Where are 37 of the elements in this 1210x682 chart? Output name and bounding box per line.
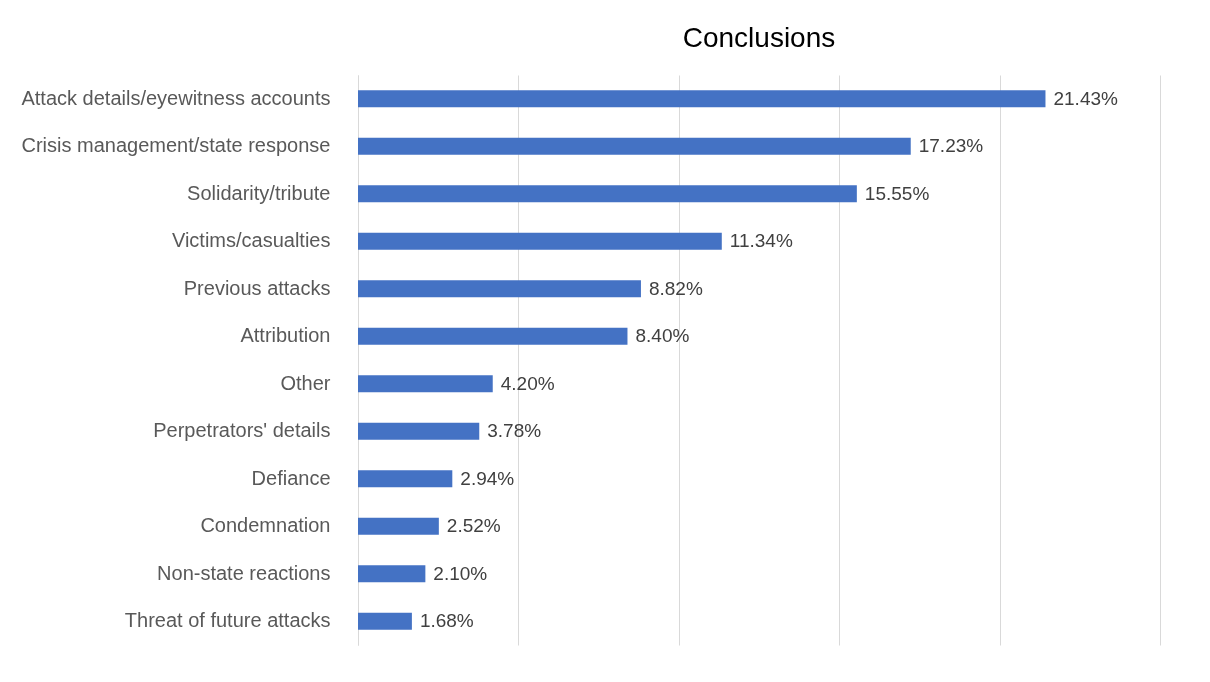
bar (358, 327, 628, 345)
bar (358, 517, 439, 535)
data-label: 1.68% (419, 610, 474, 632)
bar (358, 280, 641, 298)
y-tick-label: Previous attacks (183, 276, 331, 299)
y-tick-label: Perpetrators' details (153, 419, 331, 442)
bar (358, 90, 1046, 108)
data-label: 21.43% (1053, 87, 1119, 109)
data-label: 8.82% (648, 277, 703, 299)
data-label: 2.52% (446, 515, 501, 537)
data-label: 2.10% (433, 562, 488, 584)
bar (358, 185, 857, 203)
data-label: 11.34% (729, 230, 793, 252)
chart-title: Conclusions (682, 22, 836, 53)
y-tick-label: Other (280, 371, 331, 394)
y-tick-label: Attack details/eyewitness accounts (21, 86, 331, 109)
bar (358, 470, 453, 488)
y-tick-label: Solidarity/tribute (187, 181, 331, 204)
bar (358, 232, 722, 250)
bar (358, 375, 493, 393)
y-tick-label: Defiance (251, 466, 331, 489)
data-label: 17.23% (918, 135, 984, 157)
data-label: 2.94% (460, 467, 515, 489)
data-label: 15.55% (864, 182, 930, 204)
y-tick-label: Crisis management/state response (21, 134, 331, 157)
bar (358, 137, 911, 155)
data-label: 3.78% (487, 420, 542, 442)
y-tick-label: Threat of future attacks (124, 609, 331, 632)
bar (358, 422, 480, 440)
bar (358, 612, 412, 630)
bar (358, 565, 426, 583)
y-tick-label: Attribution (240, 324, 331, 347)
data-label: 4.20% (500, 372, 555, 394)
y-tick-label: Condemnation (200, 514, 331, 537)
data-label: 8.40% (635, 325, 690, 347)
y-tick-label: Non-state reactions (157, 561, 331, 584)
y-tick-label: Victims/casualties (171, 229, 331, 252)
